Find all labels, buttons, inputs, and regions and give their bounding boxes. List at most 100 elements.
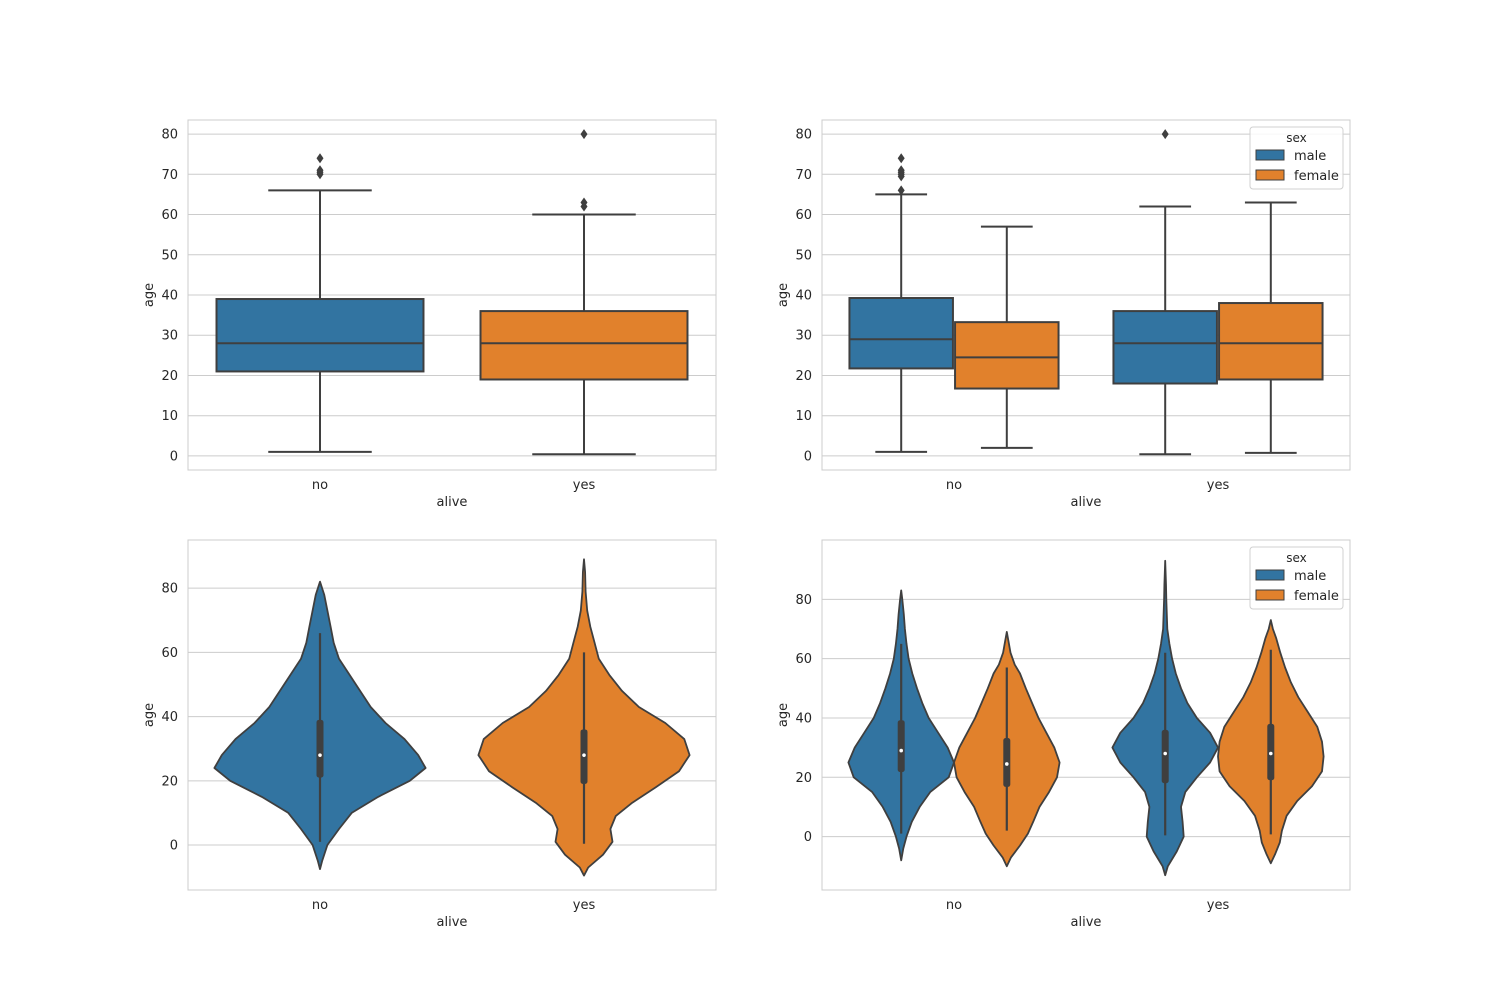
legend-title: sex <box>1286 131 1307 145</box>
outlier-point <box>580 129 588 140</box>
box-body <box>1112 310 1218 385</box>
y-tick-label: 10 <box>795 409 812 424</box>
y-tick-label: 80 <box>795 128 812 143</box>
outlier-point <box>1161 129 1169 140</box>
y-tick-label: 20 <box>161 369 178 384</box>
box-body <box>954 321 1060 390</box>
legend: sex male female <box>1249 126 1344 190</box>
legend-swatch <box>1255 169 1285 181</box>
x-tick-label: no <box>312 898 328 913</box>
outlier-point <box>897 185 905 196</box>
y-tick-label: 0 <box>170 449 178 464</box>
violin-median-dot <box>1005 762 1009 766</box>
box-yes <box>479 129 689 456</box>
y-tick-label: 20 <box>161 774 178 789</box>
legend-swatch <box>1255 149 1285 161</box>
legend-label: male <box>1294 569 1326 584</box>
y-tick-label: 30 <box>161 329 178 344</box>
y-tick-label: 50 <box>795 248 812 263</box>
x-tick-label: yes <box>573 478 596 493</box>
chart-panel-2: 0 10 20 30 40 50 60 70 80 no yes alive age sex male fem… <box>776 119 1351 510</box>
y-tick-label: 20 <box>795 369 812 384</box>
y-tick-label: 60 <box>161 208 178 223</box>
box-yes-male <box>1112 129 1218 456</box>
violin-median-dot <box>1163 751 1167 756</box>
y-axis-label: age <box>776 283 791 307</box>
violin-median-dot <box>318 753 322 757</box>
box-no-male <box>848 153 954 453</box>
outlier-point <box>580 197 588 208</box>
y-tick-label: 80 <box>161 582 178 597</box>
violin-median-dot <box>1269 751 1273 756</box>
violin-no-female <box>953 631 1061 868</box>
outlier-point <box>316 153 324 164</box>
outlier-point <box>897 165 905 176</box>
outlier-point <box>316 165 324 176</box>
box-yes-female <box>1218 201 1324 454</box>
axes-frame <box>821 119 1351 471</box>
legend-swatch <box>1255 589 1285 601</box>
x-tick-label: no <box>946 478 962 493</box>
x-axis-label: alive <box>437 915 468 930</box>
x-axis-label: alive <box>1071 915 1102 930</box>
x-tick-label: no <box>946 898 962 913</box>
chart-panel-1: 0 10 20 30 40 50 60 70 80 no yes alive age <box>142 119 717 510</box>
violin-yes-male <box>1111 559 1219 877</box>
y-tick-label: 30 <box>795 329 812 344</box>
box-no <box>215 153 425 453</box>
chart-panel-3: 0 20 40 60 80 no yes alive age <box>142 539 717 930</box>
outlier-point <box>897 153 905 164</box>
chart-panel-4: 0 20 40 60 80 no yes alive age sex male female <box>776 539 1351 930</box>
y-tick-label: 80 <box>795 593 812 608</box>
y-tick-label: 10 <box>161 409 178 424</box>
box-body <box>848 297 954 370</box>
y-tick-label: 40 <box>161 289 178 304</box>
y-tick-label: 60 <box>795 208 812 223</box>
y-tick-label: 0 <box>804 449 812 464</box>
y-tick-label: 50 <box>161 248 178 263</box>
y-tick-label: 60 <box>795 652 812 667</box>
y-axis-label: age <box>776 703 791 727</box>
box-body <box>1218 302 1324 381</box>
violin-no-male <box>847 589 955 862</box>
y-tick-label: 0 <box>170 839 178 854</box>
violin-iqr-box <box>897 720 905 773</box>
y-tick-label: 70 <box>795 168 812 183</box>
x-axis-label: alive <box>437 495 468 510</box>
violin-yes-female <box>1217 619 1325 865</box>
violin-iqr-box <box>316 719 324 778</box>
box-body <box>479 310 689 381</box>
y-tick-label: 0 <box>804 830 812 845</box>
legend-label: male <box>1294 149 1326 164</box>
legend-swatch <box>1255 569 1285 581</box>
violin-median-dot <box>582 753 586 757</box>
x-tick-label: yes <box>1207 478 1230 493</box>
y-tick-label: 80 <box>161 128 178 143</box>
axes-frame <box>187 119 717 471</box>
legend-label: female <box>1294 169 1339 184</box>
violin-median-dot <box>899 748 903 753</box>
x-tick-label: yes <box>573 898 596 913</box>
y-tick-label: 40 <box>161 710 178 725</box>
legend-title: sex <box>1286 551 1307 565</box>
axes-frame <box>187 539 717 891</box>
violin-iqr-box <box>1161 729 1169 784</box>
axes-frame <box>821 539 1351 891</box>
y-axis-label: age <box>142 283 157 307</box>
violin-yes <box>477 558 691 877</box>
legend-label: female <box>1294 589 1339 604</box>
y-tick-label: 40 <box>795 711 812 726</box>
legend: sex male female <box>1249 546 1344 610</box>
box-no-female <box>954 225 1060 449</box>
y-axis-label: age <box>142 703 157 727</box>
y-tick-label: 60 <box>161 646 178 661</box>
y-tick-label: 70 <box>161 168 178 183</box>
box-body <box>215 298 425 373</box>
x-axis-label: alive <box>1071 495 1102 510</box>
y-tick-label: 40 <box>795 289 812 304</box>
y-tick-label: 20 <box>795 771 812 786</box>
violin-no <box>213 580 427 870</box>
x-tick-label: no <box>312 478 328 493</box>
x-tick-label: yes <box>1207 898 1230 913</box>
